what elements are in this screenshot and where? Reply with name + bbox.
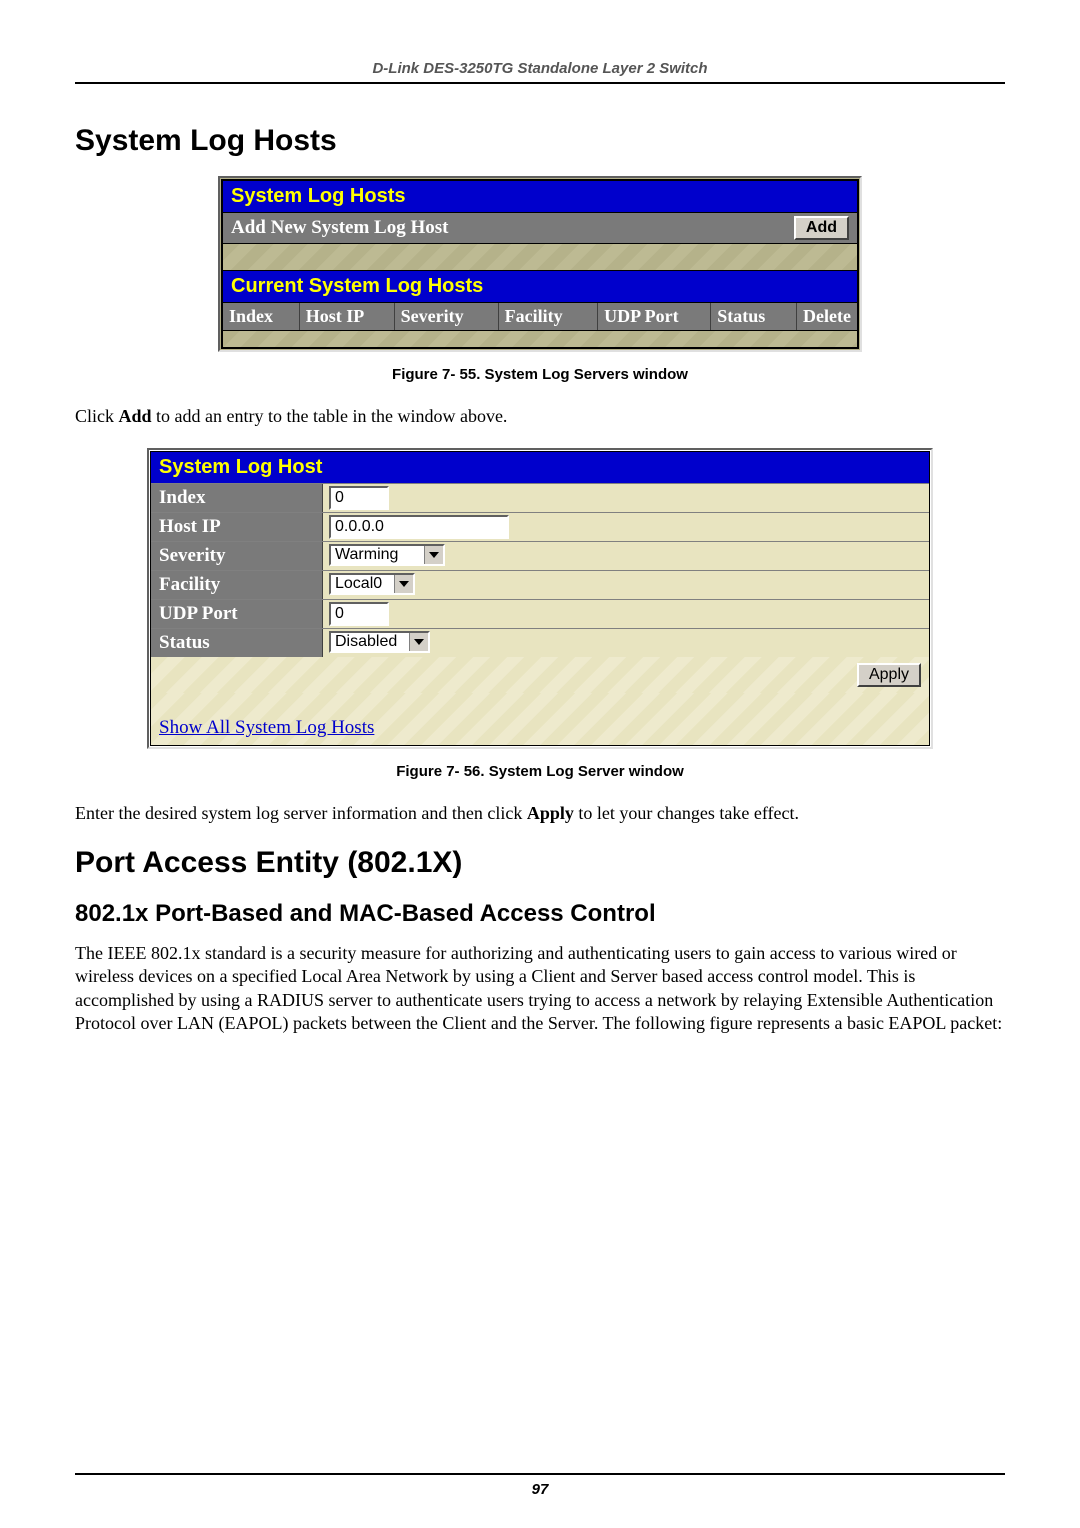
figure-system-log-servers: System Log Hosts Add New System Log Host… <box>218 176 862 352</box>
text: to add an entry to the table in the wind… <box>152 406 508 426</box>
select-status[interactable]: Disabled <box>329 631 430 653</box>
select-facility[interactable]: Local0 <box>329 573 415 595</box>
col-delete: Delete <box>797 303 857 330</box>
col-index: Index <box>223 303 300 330</box>
col-severity: Severity <box>395 303 499 330</box>
input-udp-port[interactable] <box>329 602 389 626</box>
text-add: Add <box>119 406 152 426</box>
input-index[interactable] <box>329 486 389 510</box>
doc-header-text: D-Link DES-3250TG Standalone Layer 2 Swi… <box>372 60 707 77</box>
text-apply: Apply <box>527 803 574 823</box>
panel-title-current-hosts: Current System Log Hosts <box>222 270 858 302</box>
subheading-8021x: 802.1x Port-Based and MAC-Based Access C… <box>75 900 1005 928</box>
add-new-label: Add New System Log Host <box>231 217 448 239</box>
show-all-system-log-hosts-link[interactable]: Show All System Log Hosts <box>159 717 374 738</box>
table-header-row: Index Host IP Severity Facility UDP Port… <box>222 302 858 331</box>
enter-apply-paragraph: Enter the desired system log server info… <box>75 802 1005 825</box>
label-severity: Severity <box>151 542 323 570</box>
doc-header: D-Link DES-3250TG Standalone Layer 2 Swi… <box>75 60 1005 84</box>
row-index: Index <box>151 483 929 512</box>
text: Click <box>75 406 119 426</box>
chevron-down-icon <box>424 546 443 564</box>
select-severity[interactable]: Warming <box>329 544 445 566</box>
col-facility: Facility <box>499 303 598 330</box>
panel-title-system-log-host: System Log Host <box>151 452 929 483</box>
label-index: Index <box>151 484 323 512</box>
row-status: Status Disabled <box>151 628 929 657</box>
chevron-down-icon <box>409 633 428 651</box>
select-facility-value: Local0 <box>331 575 394 593</box>
chevron-down-icon <box>394 575 413 593</box>
add-button[interactable]: Add <box>794 216 849 240</box>
select-severity-value: Warming <box>331 546 424 564</box>
spacer <box>222 244 858 270</box>
para-8021x: The IEEE 802.1x standard is a security m… <box>75 942 1005 1036</box>
panel-title-system-log-hosts: System Log Hosts <box>222 180 858 212</box>
row-udp-port: UDP Port <box>151 599 929 628</box>
label-status: Status <box>151 629 323 657</box>
row-host-ip: Host IP <box>151 512 929 541</box>
input-host-ip[interactable] <box>329 515 509 539</box>
label-facility: Facility <box>151 571 323 599</box>
heading-port-access-entity: Port Access Entity (802.1X) <box>75 846 1005 880</box>
figure-caption-55: Figure 7- 55. System Log Servers window <box>75 366 1005 383</box>
row-severity: Severity Warming <box>151 541 929 570</box>
show-all-row: Show All System Log Hosts <box>151 693 929 745</box>
col-udp-port: UDP Port <box>598 303 711 330</box>
heading-system-log-hosts: System Log Hosts <box>75 124 1005 158</box>
text: Enter the desired system log server info… <box>75 803 527 823</box>
figure-caption-56: Figure 7- 56. System Log Server window <box>75 763 1005 780</box>
apply-button[interactable]: Apply <box>857 663 921 687</box>
page-number: 97 <box>75 1473 1005 1498</box>
label-udp-port: UDP Port <box>151 600 323 628</box>
text: to let your changes take effect. <box>574 803 799 823</box>
col-host-ip: Host IP <box>300 303 395 330</box>
click-add-paragraph: Click Add to add an entry to the table i… <box>75 405 1005 428</box>
row-facility: Facility Local0 <box>151 570 929 599</box>
col-status: Status <box>711 303 797 330</box>
label-host-ip: Host IP <box>151 513 323 541</box>
select-status-value: Disabled <box>331 633 409 651</box>
apply-row: Apply <box>151 657 929 693</box>
table-body-empty <box>222 331 858 348</box>
figure-system-log-host-form: System Log Host Index Host IP Severity W… <box>147 448 933 749</box>
add-new-row: Add New System Log Host Add <box>222 212 858 244</box>
